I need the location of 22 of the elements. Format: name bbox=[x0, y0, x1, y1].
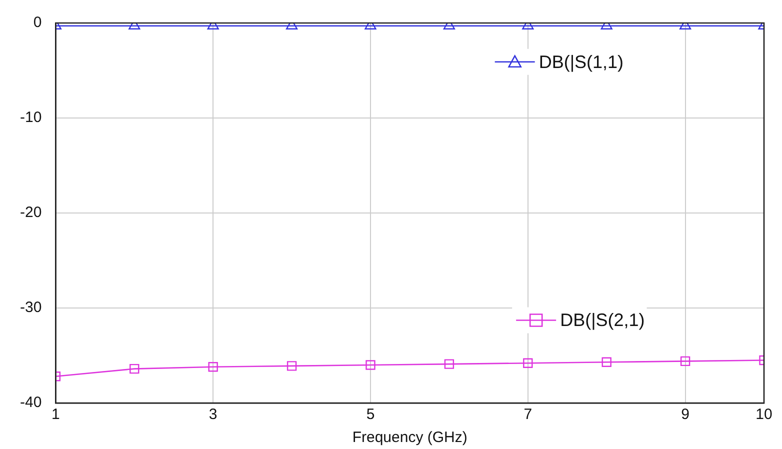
point bbox=[366, 360, 376, 370]
y-tick-label: -20 bbox=[20, 204, 42, 222]
point bbox=[444, 359, 454, 369]
y-tick-label: -40 bbox=[20, 394, 42, 412]
point bbox=[130, 364, 140, 374]
x-tick-label: 3 bbox=[208, 406, 218, 424]
x-tick-label: 10 bbox=[756, 406, 772, 424]
y-tick-label: -30 bbox=[20, 299, 42, 316]
x-tick-label: 7 bbox=[524, 406, 532, 424]
x-axis-title: Frequency (GHz) bbox=[352, 429, 468, 446]
x-tick-label: 5 bbox=[366, 406, 375, 424]
legend-label: DB(|S(1,1) bbox=[538, 52, 624, 72]
x-tick-label: 9 bbox=[681, 406, 690, 424]
point bbox=[286, 361, 297, 371]
y-tick-label: 0 bbox=[33, 14, 42, 32]
x-tick-label: 1 bbox=[52, 406, 60, 424]
point bbox=[680, 356, 690, 366]
y-tick-label: -10 bbox=[20, 109, 42, 126]
point bbox=[523, 358, 533, 368]
point bbox=[208, 362, 218, 372]
legend-label: DB(|S(2,1) bbox=[560, 310, 645, 330]
point bbox=[602, 357, 612, 367]
